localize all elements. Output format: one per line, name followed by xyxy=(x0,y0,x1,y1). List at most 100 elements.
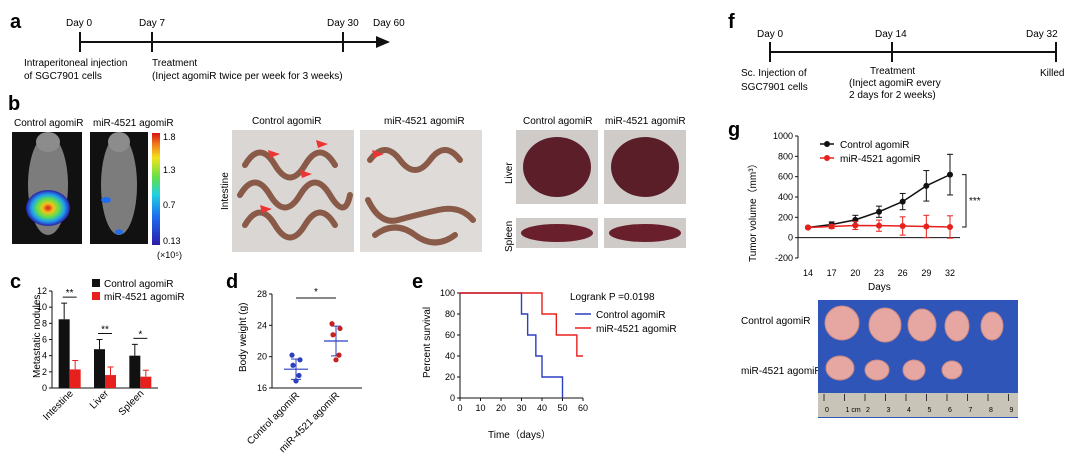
g-x-tick-label: 26 xyxy=(898,268,908,278)
d-y-tick-label: 28 xyxy=(257,289,267,299)
panel-letter-e: e xyxy=(412,271,423,293)
c-legend-control: Control agomiR xyxy=(104,279,173,290)
d-ylabel: Body weight (g) xyxy=(238,303,249,372)
g-x-tick-label: 32 xyxy=(945,268,955,278)
timeline-f-treatment: 2 days for 2 weeks) xyxy=(849,90,936,101)
c-y-tick-label: 0 xyxy=(42,383,47,393)
d-point xyxy=(289,352,295,358)
mouse-body-icon xyxy=(101,135,137,235)
panel-f: f Day 0 Day 14 Day 32 Sc. Injection of S… xyxy=(728,11,1064,101)
panel-letter-b: b xyxy=(8,93,20,115)
d-y-tick-label: 16 xyxy=(257,383,267,393)
intestine-side-label: Intestine xyxy=(220,172,231,210)
timeline-f-day: Day 32 xyxy=(1026,29,1058,40)
spleen-side-label: Spleen xyxy=(504,221,515,252)
g-legend-control: Control agomiR xyxy=(840,140,909,151)
ruler-label: 5 xyxy=(928,407,932,414)
ruler-label: 9 xyxy=(1010,407,1014,414)
timeline-a-injection: of SGC7901 cells xyxy=(24,71,102,82)
g-point xyxy=(923,223,930,230)
intestine-loops xyxy=(237,147,476,246)
bio-label-mir: miR-4521 agomiR xyxy=(93,118,174,129)
c-bar xyxy=(105,375,116,388)
c-category-label: Spleen xyxy=(117,388,147,418)
g-x-tick-label: 17 xyxy=(827,268,837,278)
c-bar xyxy=(69,369,81,388)
timeline-a-treatment: (Inject agomiR twice per week for 3 week… xyxy=(152,71,343,82)
bio-label-control: Control agomiR xyxy=(14,118,83,129)
d-y-tick-label: 24 xyxy=(257,320,267,330)
g-y-tick-label: 800 xyxy=(778,151,793,161)
panel-letter-f: f xyxy=(728,11,735,33)
c-sig-label: ** xyxy=(66,288,74,299)
ruler-label: 6 xyxy=(948,407,952,414)
panel-g: g Tumor volume（mm³） -2000200400600800100… xyxy=(728,119,1018,418)
panel-b: b Control agomiR miR-4521 agomiR 1.8 1.3… xyxy=(8,93,686,260)
panel-c: c Metastatic nodules 0 2 4 6 8 10 12 ** Intestin… xyxy=(10,271,185,423)
colorbar-tick: 0.13 xyxy=(163,236,181,246)
tumor-label-mir: miR-4521 agomiR xyxy=(741,366,822,377)
c-bar xyxy=(58,319,70,388)
panel-letter-c: c xyxy=(10,271,21,293)
g-y-tick-label: 200 xyxy=(778,212,793,222)
c-bar xyxy=(129,355,141,388)
bio-signal-weak xyxy=(101,197,111,203)
c-y-tick-label: 10 xyxy=(37,302,47,312)
ruler-label: 4 xyxy=(907,407,911,414)
e-survival-curve xyxy=(460,292,583,357)
c-category-label: Intestine xyxy=(41,388,76,423)
e-x-tick-label: 30 xyxy=(516,403,526,413)
metastasis-arrows xyxy=(260,140,384,213)
g-point xyxy=(876,222,882,229)
timeline-a-day: Day 7 xyxy=(139,18,166,29)
g-y-tick-label: 400 xyxy=(778,192,793,202)
e-x-tick-label: 50 xyxy=(557,403,567,413)
d-point xyxy=(329,321,335,327)
g-x-tick-label: 29 xyxy=(921,268,931,278)
timeline-a-injection: Intraperitoneal injection xyxy=(24,58,127,69)
e-y-tick-label: 20 xyxy=(445,372,455,382)
g-xlabel: Days xyxy=(868,282,891,293)
timeline-a-day: Day 60 xyxy=(373,18,405,29)
g-point xyxy=(828,223,835,230)
intestine-label-control: Control agomiR xyxy=(252,116,321,127)
colorbar-tick: 1.3 xyxy=(163,165,176,175)
timeline-a-day: Day 0 xyxy=(66,18,93,29)
tumor-label-control: Control agomiR xyxy=(741,316,810,327)
intestine-label-mir: miR-4521 agomiR xyxy=(384,116,465,127)
e-y-tick-label: 40 xyxy=(445,351,455,361)
d-point xyxy=(290,362,296,368)
c-sig-label: * xyxy=(138,329,142,340)
bio-signal-weak xyxy=(115,229,123,235)
intestine-photo-control xyxy=(232,130,354,252)
mouse-head-icon xyxy=(36,132,60,152)
colorbar-unit: (×10⁵) xyxy=(157,250,182,260)
e-y-tick-label: 60 xyxy=(445,330,455,340)
timeline-f-treatment: Treatment xyxy=(870,66,915,77)
e-x-tick-label: 10 xyxy=(475,403,485,413)
organ-label-control: Control agomiR xyxy=(523,116,592,127)
g-point xyxy=(899,198,906,205)
g-ylabel: Tumor volume（mm³） xyxy=(747,158,759,262)
timeline-f-treatment: (Inject agomiR every xyxy=(849,78,941,89)
ruler-label: 7 xyxy=(969,407,973,414)
e-x-tick-label: 20 xyxy=(496,403,506,413)
g-sig-bracket xyxy=(962,174,967,228)
g-point xyxy=(947,223,953,230)
timeline-a-treatment: Treatment xyxy=(152,58,197,69)
timeline-f-killed: Killed xyxy=(1040,68,1064,79)
organ-label-mir: miR-4521 agomiR xyxy=(605,116,686,127)
spleen-shape xyxy=(521,224,593,242)
c-y-tick-label: 2 xyxy=(42,367,47,377)
c-legend-swatch-mir xyxy=(92,292,100,300)
c-category-label: Liver xyxy=(88,388,112,412)
g-y-tick-label: -200 xyxy=(775,253,793,263)
d-point xyxy=(330,332,336,338)
g-point xyxy=(923,182,930,189)
g-legend-marker-mir xyxy=(824,155,830,161)
g-y-tick-label: 600 xyxy=(778,172,793,182)
c-bar xyxy=(94,349,105,388)
d-point xyxy=(337,325,343,332)
